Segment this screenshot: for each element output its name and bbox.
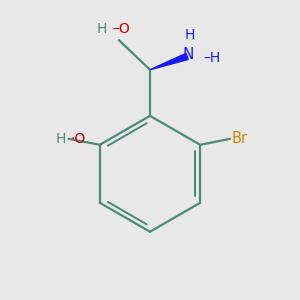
Text: H: H — [185, 28, 195, 42]
Text: H: H — [97, 22, 107, 36]
Text: –O: –O — [113, 22, 130, 36]
Text: Br: Br — [231, 131, 248, 146]
Text: ·O: ·O — [70, 132, 85, 146]
Text: N: N — [183, 47, 194, 62]
Text: H: H — [55, 132, 66, 146]
Polygon shape — [150, 53, 188, 70]
Text: –H: –H — [203, 51, 221, 65]
